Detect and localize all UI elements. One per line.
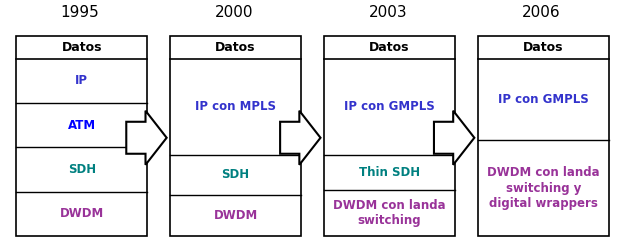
FancyBboxPatch shape [478, 36, 609, 236]
Text: Datos: Datos [62, 41, 102, 54]
Text: IP: IP [75, 74, 88, 87]
Text: Thin SDH: Thin SDH [359, 166, 420, 179]
Text: Datos: Datos [215, 41, 256, 54]
Text: Datos: Datos [369, 41, 410, 54]
Text: IP con MPLS: IP con MPLS [195, 100, 276, 113]
Text: SDH: SDH [222, 169, 249, 182]
Text: DWDM: DWDM [213, 209, 258, 222]
Text: IP con GMPLS: IP con GMPLS [344, 100, 435, 113]
Text: DWDM: DWDM [60, 207, 104, 220]
Text: 1995: 1995 [61, 5, 99, 20]
FancyBboxPatch shape [16, 36, 147, 236]
Polygon shape [126, 111, 167, 165]
Text: IP con GMPLS: IP con GMPLS [498, 93, 588, 106]
Text: DWDM con landa
switching: DWDM con landa switching [333, 199, 445, 227]
FancyBboxPatch shape [170, 36, 301, 236]
Polygon shape [280, 111, 320, 165]
Polygon shape [434, 111, 474, 165]
Text: 2000: 2000 [215, 5, 253, 20]
Text: 2006: 2006 [522, 5, 561, 20]
Text: Datos: Datos [523, 41, 563, 54]
Text: SDH: SDH [68, 163, 96, 176]
Text: DWDM con landa
switching y
digital wrappers: DWDM con landa switching y digital wrapp… [487, 166, 599, 210]
FancyBboxPatch shape [324, 36, 455, 236]
Text: ATM: ATM [68, 119, 96, 132]
Text: 2003: 2003 [369, 5, 407, 20]
